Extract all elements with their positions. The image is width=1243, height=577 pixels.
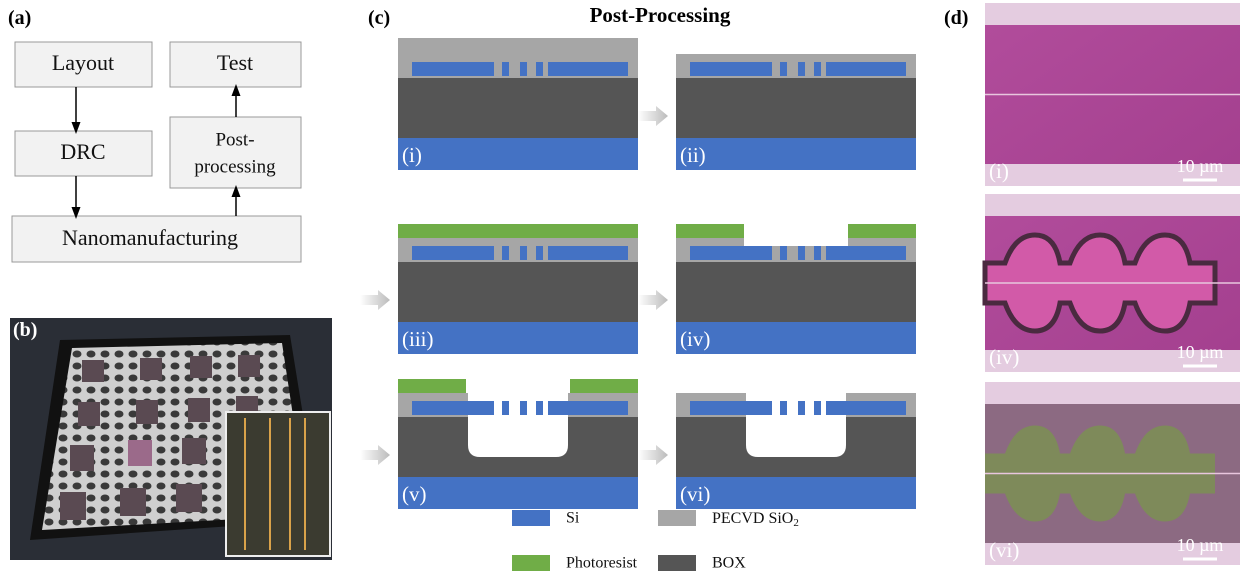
cavity <box>746 417 846 457</box>
micrograph: (vi) 10 µm <box>985 382 1240 565</box>
si-grating <box>536 62 543 76</box>
panel-label: (d) <box>944 7 968 29</box>
substrate <box>676 477 916 509</box>
resist <box>398 379 466 393</box>
si-grating <box>814 62 821 76</box>
step-label: (v) <box>402 482 427 506</box>
panel-label: (b) <box>13 319 37 341</box>
si-pad <box>826 62 906 76</box>
step-label: (iii) <box>402 327 434 351</box>
step-label: (i) <box>402 143 422 167</box>
arrow <box>638 290 668 310</box>
substrate <box>676 322 916 354</box>
figure: (a) Layout Test DRC Post- processing Nan… <box>0 0 1243 577</box>
scale-label: 10 µm <box>1177 156 1224 176</box>
scale-label: 10 µm <box>1177 535 1224 555</box>
panel-label: (c) <box>368 7 390 29</box>
node: Test <box>217 50 253 75</box>
arrow <box>638 106 668 126</box>
si-pad <box>690 62 772 76</box>
cross-section: (iii) <box>360 224 638 354</box>
micrograph: (iv) 10 µm <box>985 194 1240 372</box>
resist <box>398 224 638 238</box>
arrow <box>638 445 668 465</box>
scale-label: 10 µm <box>1177 342 1224 362</box>
photo <box>10 318 332 560</box>
box-layer <box>676 262 916 322</box>
box-layer <box>398 78 638 138</box>
si-pad <box>412 246 494 260</box>
cross-section: (v) <box>360 379 638 509</box>
si-pad <box>690 246 772 260</box>
node: Nanomanufacturing <box>62 225 238 250</box>
si-grating <box>814 401 821 415</box>
cross-section: (iv) <box>638 224 916 354</box>
si-grating <box>814 246 821 260</box>
si-grating <box>798 401 805 415</box>
cross-sections: (i) (ii) (iii) (iv) (v) (vi) <box>360 38 916 509</box>
image-label: (vi) <box>989 538 1019 562</box>
panel-label: (a) <box>8 7 31 29</box>
si-grating <box>798 62 805 76</box>
image-label: (iv) <box>989 345 1019 369</box>
si-pad <box>690 401 772 415</box>
edge <box>985 194 1240 216</box>
resist <box>676 224 744 238</box>
step-label: (ii) <box>680 143 706 167</box>
si-grating <box>502 246 509 260</box>
si-pad <box>412 62 494 76</box>
si-pad <box>826 401 906 415</box>
si-grating <box>520 62 527 76</box>
edge <box>985 3 1240 25</box>
si-grating <box>536 246 543 260</box>
si-pad <box>412 401 494 415</box>
arrow <box>360 445 390 465</box>
cavity <box>468 417 568 457</box>
oxide-thin <box>744 238 848 246</box>
step-label: (iv) <box>680 327 710 351</box>
cross-section: (vi) <box>638 393 916 509</box>
title: Post-Processing <box>590 3 731 27</box>
substrate <box>398 477 638 509</box>
substrate <box>398 322 638 354</box>
edge <box>985 382 1240 404</box>
resist <box>570 379 638 393</box>
resist <box>848 224 916 238</box>
si-grating <box>780 62 787 76</box>
micrograph: (i) 10 µm <box>985 3 1240 186</box>
si-grating <box>520 401 527 415</box>
node: processing <box>194 156 276 177</box>
legend-label: Photoresist <box>566 555 638 572</box>
micrographs: (i) 10 µm (iv) 10 µm (vi) 10 µm <box>985 3 1240 565</box>
si-grating <box>798 246 805 260</box>
legend-label: BOX <box>712 555 746 572</box>
substrate <box>676 138 916 170</box>
node: Post- <box>215 129 254 150</box>
flowchart: Layout Test DRC Post- processing Nanoman… <box>12 42 301 262</box>
si-grating <box>780 401 787 415</box>
si-pad <box>548 401 628 415</box>
node: Layout <box>52 50 114 75</box>
si-grating <box>536 401 543 415</box>
legend-label: PECVD SiO2 <box>712 510 799 529</box>
image-label: (i) <box>989 159 1009 183</box>
cross-section: (i) <box>398 38 638 170</box>
step-label: (vi) <box>680 482 710 506</box>
cross-section: (ii) <box>638 54 916 170</box>
node: DRC <box>60 139 105 164</box>
legend-label: Si <box>566 510 580 527</box>
arrow <box>360 290 390 310</box>
si-grating <box>502 401 509 415</box>
si-pad <box>826 246 906 260</box>
si-pad <box>548 62 628 76</box>
substrate <box>398 138 638 170</box>
si-grating <box>502 62 509 76</box>
si-grating <box>780 246 787 260</box>
box-layer <box>398 262 638 322</box>
si-pad <box>548 246 628 260</box>
si-grating <box>520 246 527 260</box>
legend: Si Photoresist PECVD SiO2 BOX <box>512 510 799 572</box>
box-layer <box>676 78 916 138</box>
